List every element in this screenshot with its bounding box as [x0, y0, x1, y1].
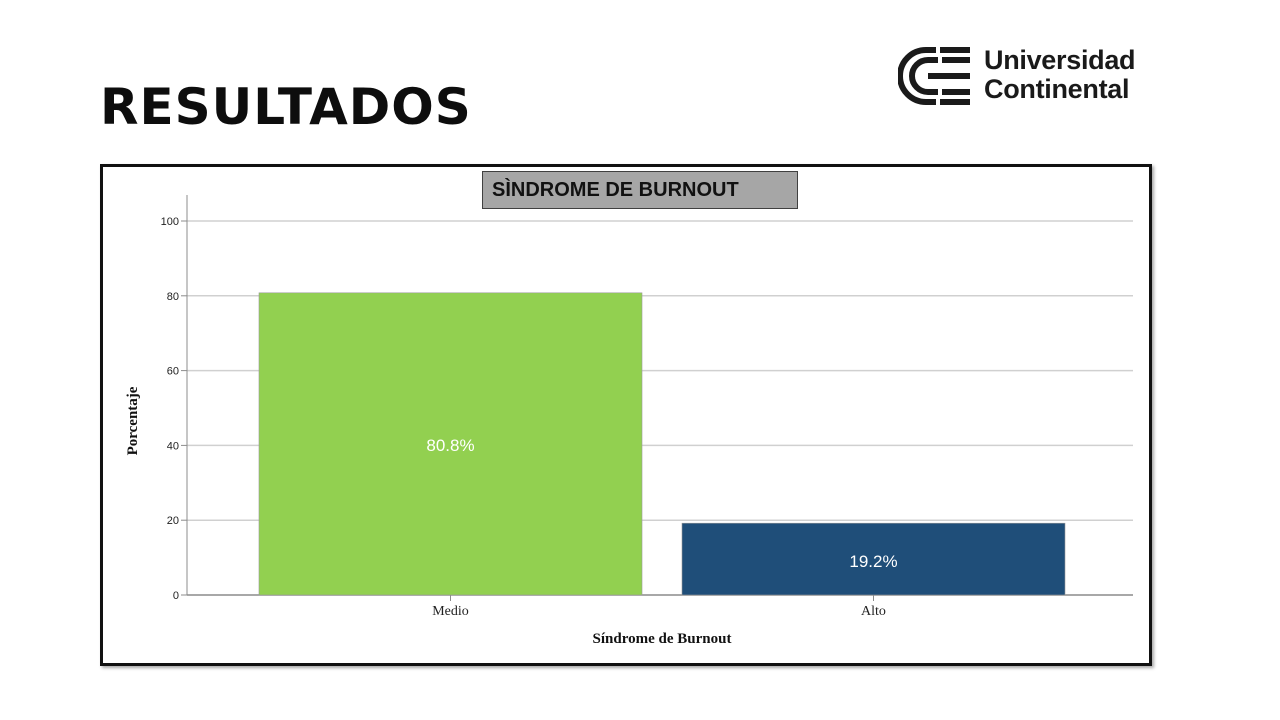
slide-title: RESULTADOS — [100, 78, 472, 136]
y-tick-label: 20 — [167, 515, 179, 527]
x-tick-label: Medio — [432, 604, 469, 619]
bar-alto — [681, 522, 1066, 596]
chart-frame: 0 20 40 60 80 100 80.8% Medio 19.2% Alto Síndrome … — [100, 164, 1152, 666]
bar-chart: 0 20 40 60 80 100 80.8% Medio 19.2% Alto Síndrome … — [125, 195, 1133, 647]
data-label: 19.2% — [849, 552, 897, 571]
y-tick-label: 0 — [173, 590, 179, 602]
data-label: 80.8% — [426, 436, 474, 455]
chart-heading: SÌNDROME DE BURNOUT — [492, 178, 739, 201]
y-tick-label: 100 — [161, 216, 179, 228]
bar-medio — [258, 292, 643, 596]
logo-text: Universidad Continental — [984, 45, 1136, 104]
logo-mark-icon — [897, 47, 970, 105]
y-tick-label: 60 — [167, 366, 179, 378]
chart-heading-box: SÌNDROME DE BURNOUT — [482, 171, 798, 209]
university-logo: Universidad Continental — [897, 44, 1148, 108]
x-axis-label: Síndrome de Burnout — [593, 631, 732, 647]
x-tick-label: Alto — [861, 604, 886, 619]
y-axis-label: Porcentaje — [125, 386, 141, 455]
logo-line-1: Universidad — [984, 45, 1136, 75]
logo-line-2: Continental — [984, 74, 1130, 104]
y-tick-label: 40 — [167, 440, 179, 452]
y-tick-label: 80 — [167, 291, 179, 303]
